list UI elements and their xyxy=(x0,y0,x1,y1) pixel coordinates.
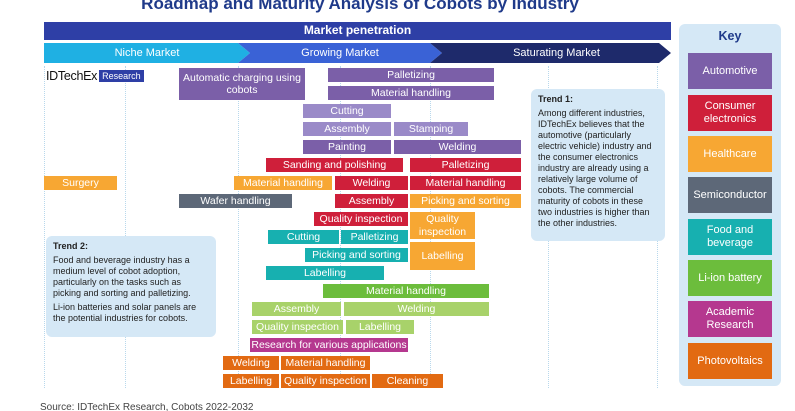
task-bar: Palletizing xyxy=(410,158,521,172)
task-bar: Quality inspection xyxy=(252,320,343,334)
source-caption: Source: IDTechEx Research, Cobots 2022-2… xyxy=(40,403,254,411)
key-item-consumer-electronics: Consumer electronics xyxy=(688,95,772,131)
task-bar: Welding xyxy=(344,302,489,316)
task-bar: Material handling xyxy=(281,356,370,370)
task-bar: Labelling xyxy=(346,320,414,334)
task-bar: Painting xyxy=(303,140,391,154)
stage-saturating-market: Saturating Market xyxy=(430,43,671,63)
guide-line xyxy=(44,66,45,388)
trend-1-note: Trend 1: Among different industries, IDT… xyxy=(531,89,665,241)
key-title: Key xyxy=(718,29,742,43)
task-bar: Picking and sorting xyxy=(305,248,408,262)
task-bar: Material handling xyxy=(328,86,494,100)
guide-line xyxy=(238,66,239,388)
task-bar: Cutting xyxy=(303,104,391,118)
task-bar: Sanding and polishing xyxy=(266,158,403,172)
key-item-li-ion-battery: Li-ion battery xyxy=(688,260,772,296)
task-bar: Stamping xyxy=(394,122,468,136)
task-bar: Material handling xyxy=(410,176,521,190)
key-item-automotive: Automotive xyxy=(688,53,772,89)
logo-tag: Research xyxy=(99,69,144,82)
stage-growing-market: Growing Market xyxy=(238,43,442,63)
task-bar: Research for various applications xyxy=(250,338,408,352)
task-bar: Material handling xyxy=(323,284,489,298)
task-bar: Assembly xyxy=(303,122,391,136)
trend-1-text: Among different industries, IDTechEx bel… xyxy=(538,107,652,228)
task-bar: Palletizing xyxy=(341,230,408,244)
market-penetration-bar: Market penetration xyxy=(44,22,671,40)
task-bar: Automatic charging using cobots xyxy=(179,68,305,100)
key-item-food-and-beverage: Food and beverage xyxy=(688,219,772,255)
task-bar: Welding xyxy=(223,356,279,370)
trend-2-text-2: Li-ion batteries and solar panels are th… xyxy=(53,301,197,323)
trend-2-text-1: Food and beverage industry has a medium … xyxy=(53,254,191,298)
key-item-healthcare: Healthcare xyxy=(688,136,772,172)
task-bar: Quality inspection xyxy=(410,212,475,239)
key-item-photovoltaics: Photovoltaics xyxy=(688,343,772,379)
task-bar: Welding xyxy=(335,176,408,190)
task-bar: Cleaning xyxy=(372,374,443,388)
trend-2-note: Trend 2: Food and beverage industry has … xyxy=(46,236,216,337)
chart-title: Roadmap and Maturity Analysis of Cobots … xyxy=(141,0,579,13)
task-bar: Surgery xyxy=(44,176,117,190)
task-bar: Picking and sorting xyxy=(410,194,521,208)
trend-2-title: Trend 2: xyxy=(53,241,89,251)
task-bar: Material handling xyxy=(234,176,332,190)
task-bar: Labelling xyxy=(223,374,279,388)
task-bar: Assembly xyxy=(335,194,408,208)
guide-line xyxy=(125,66,126,388)
task-bar: Quality inspection xyxy=(314,212,408,226)
task-bar: Palletizing xyxy=(328,68,494,82)
stage-niche-market: Niche Market xyxy=(44,43,250,63)
task-bar: Welding xyxy=(394,140,521,154)
task-bar: Cutting xyxy=(268,230,339,244)
key-item-semiconductor: Semiconductor xyxy=(688,177,772,213)
task-bar: Assembly xyxy=(252,302,341,316)
task-bar: Labelling xyxy=(266,266,384,280)
logo-name: IDTechEx xyxy=(46,68,98,83)
key-item-academic-research: Academic Research xyxy=(688,301,772,337)
task-bar: Quality inspection xyxy=(281,374,370,388)
guide-line xyxy=(340,66,341,388)
idtechex-logo: IDTechEx Research xyxy=(46,68,144,83)
trend-1-title: Trend 1: xyxy=(538,94,574,104)
task-bar: Labelling xyxy=(410,242,475,270)
task-bar: Wafer handling xyxy=(179,194,292,208)
